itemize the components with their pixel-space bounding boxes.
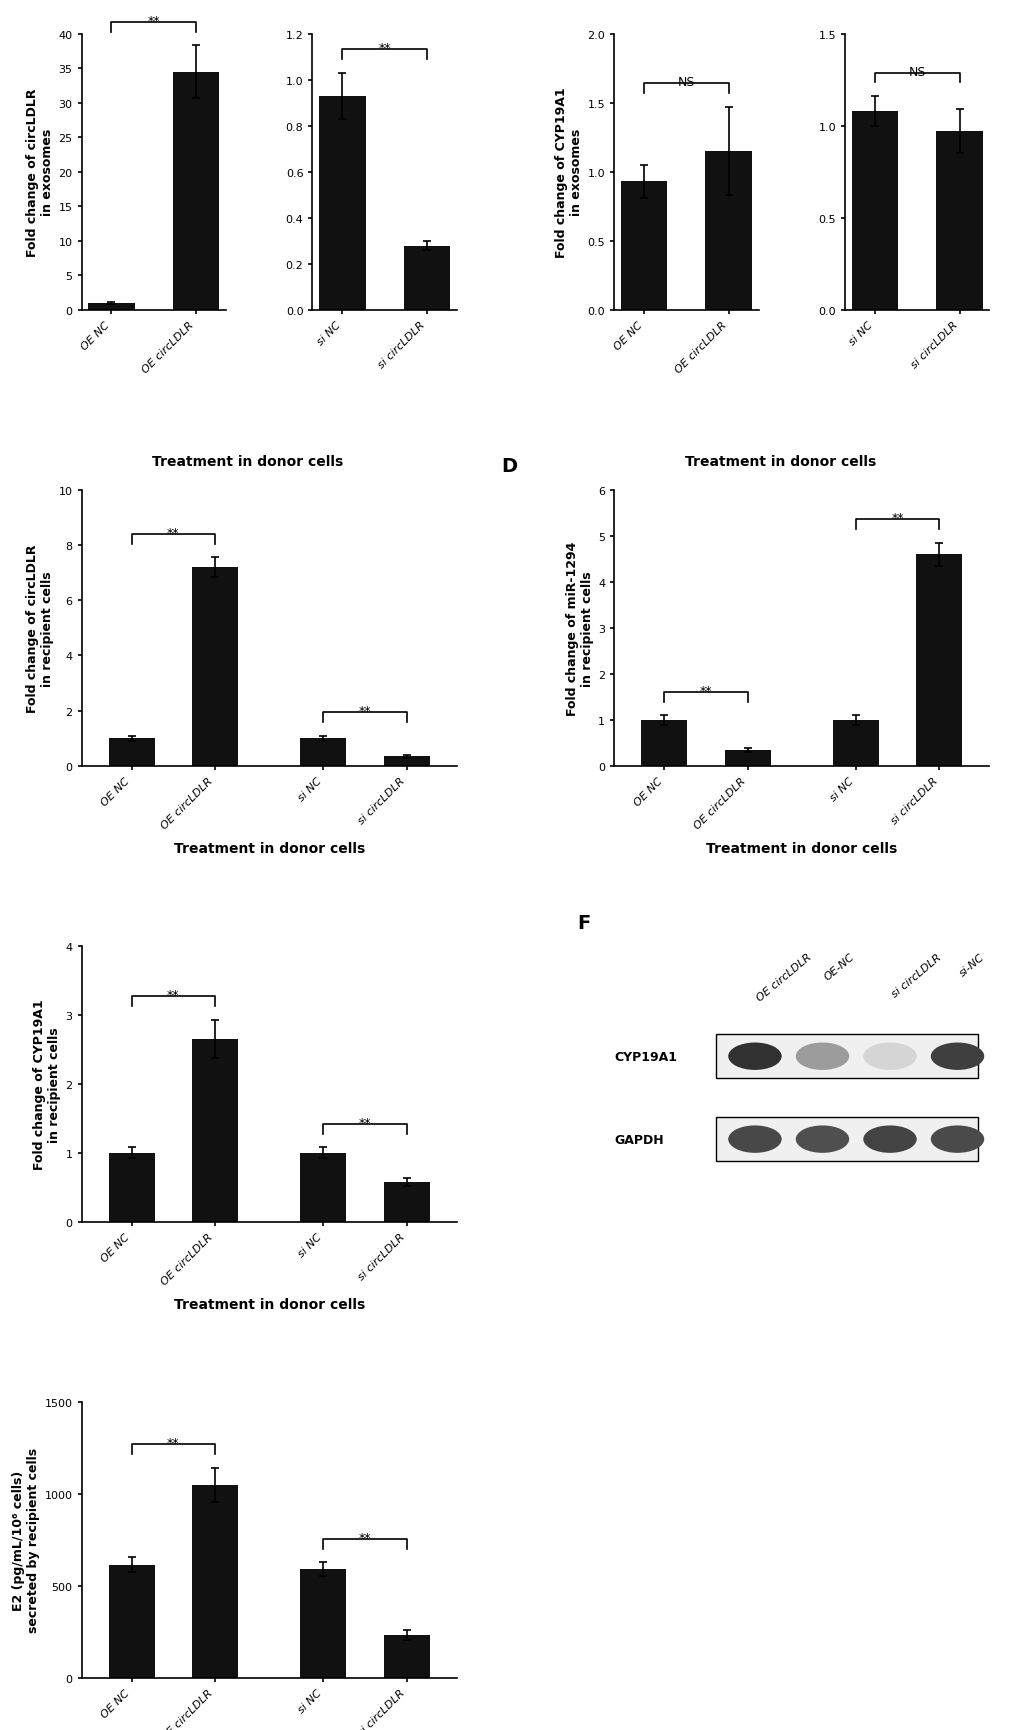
Text: NS: NS: [908, 66, 925, 78]
Bar: [192, 1040, 237, 1223]
Ellipse shape: [930, 1043, 983, 1071]
Bar: [851, 112, 898, 311]
Ellipse shape: [728, 1043, 781, 1071]
Ellipse shape: [795, 1043, 849, 1071]
Text: OE-NC: OE-NC: [821, 952, 856, 983]
Bar: [301, 1569, 345, 1678]
Text: **: **: [167, 988, 179, 1002]
Bar: [833, 720, 878, 766]
Text: CYP19A1: CYP19A1: [613, 1050, 677, 1064]
Text: GAPDH: GAPDH: [613, 1133, 663, 1145]
Bar: [725, 751, 769, 766]
Text: Treatment in donor cells: Treatment in donor cells: [152, 455, 342, 469]
Bar: [935, 131, 982, 311]
Y-axis label: Fold change of circLDLR
in exosomes: Fold change of circLDLR in exosomes: [26, 88, 54, 258]
Text: si circLDLR: si circLDLR: [890, 952, 943, 998]
Text: D: D: [501, 457, 518, 476]
Text: **: **: [167, 1436, 179, 1450]
Text: OE circLDLR: OE circLDLR: [754, 952, 813, 1003]
Bar: [404, 246, 449, 311]
X-axis label: Treatment in donor cells: Treatment in donor cells: [173, 1298, 365, 1311]
Y-axis label: Fold change of miR-1294
in recipient cells: Fold change of miR-1294 in recipient cel…: [566, 541, 593, 716]
Bar: [319, 97, 365, 311]
Text: NS: NS: [677, 76, 694, 90]
Bar: [109, 1566, 155, 1678]
Text: **: **: [359, 1116, 371, 1130]
Bar: [641, 720, 687, 766]
Bar: [192, 1484, 237, 1678]
Y-axis label: E2 (pg/mL/10⁶ cells)
secreted by recipient cells: E2 (pg/mL/10⁶ cells) secreted by recipie…: [12, 1448, 41, 1633]
Text: **: **: [359, 1531, 371, 1543]
X-axis label: Treatment in donor cells: Treatment in donor cells: [173, 843, 365, 856]
Text: F: F: [576, 913, 589, 932]
Ellipse shape: [728, 1126, 781, 1154]
Bar: [915, 555, 961, 766]
Bar: [109, 739, 155, 766]
Text: **: **: [891, 512, 903, 524]
Ellipse shape: [862, 1126, 916, 1154]
Bar: [192, 567, 237, 766]
Text: A: A: [6, 0, 21, 3]
X-axis label: Treatment in donor cells: Treatment in donor cells: [705, 843, 897, 856]
Text: si-NC: si-NC: [957, 952, 985, 977]
Bar: [109, 1154, 155, 1223]
Bar: [383, 1635, 429, 1678]
Text: **: **: [378, 42, 390, 55]
Y-axis label: Fold change of circLDLR
in recipient cells: Fold change of circLDLR in recipient cel…: [26, 545, 54, 713]
Bar: [301, 1154, 345, 1223]
Text: **: **: [148, 14, 160, 28]
Bar: [383, 758, 429, 766]
Text: **: **: [699, 685, 711, 697]
Bar: [88, 304, 135, 311]
Text: Treatment in donor cells: Treatment in donor cells: [684, 455, 875, 469]
Bar: [621, 182, 666, 311]
Y-axis label: Fold change of CYP19A1
in exosomes: Fold change of CYP19A1 in exosomes: [554, 88, 583, 258]
Bar: [705, 152, 751, 311]
Bar: [715, 1035, 977, 1080]
Ellipse shape: [862, 1043, 916, 1071]
Bar: [172, 73, 219, 311]
Bar: [301, 739, 345, 766]
Bar: [715, 1118, 977, 1161]
Ellipse shape: [930, 1126, 983, 1154]
Text: **: **: [167, 526, 179, 540]
Text: **: **: [359, 704, 371, 718]
Text: B: B: [539, 0, 553, 3]
Ellipse shape: [795, 1126, 849, 1154]
Y-axis label: Fold change of CYP19A1
in recipient cells: Fold change of CYP19A1 in recipient cell…: [34, 998, 61, 1169]
Bar: [383, 1182, 429, 1223]
